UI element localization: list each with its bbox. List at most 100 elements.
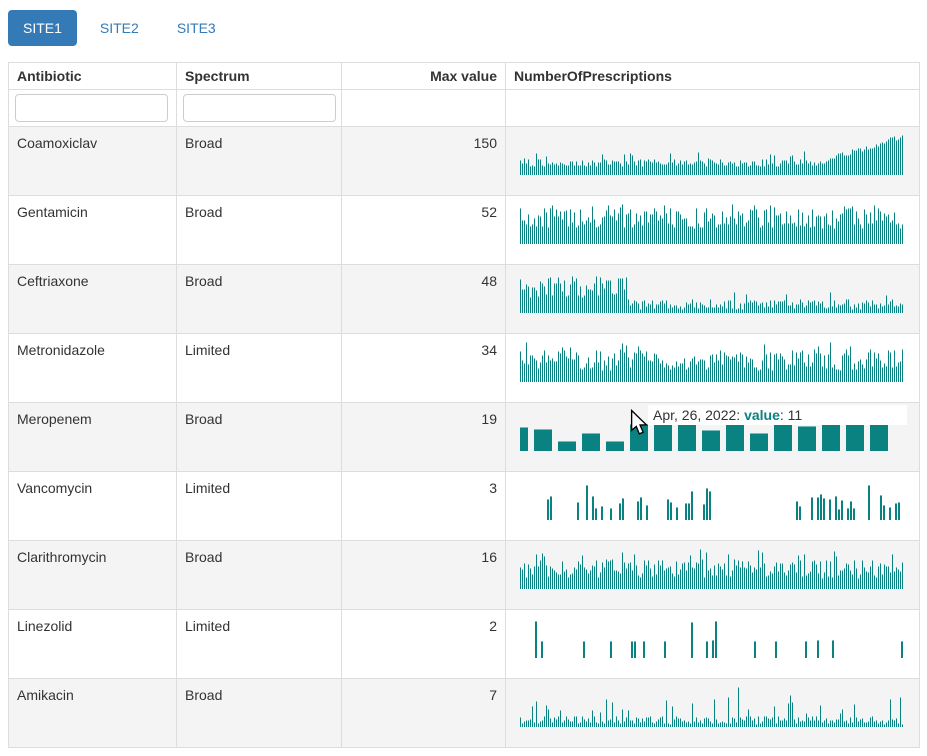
spark-bar[interactable] (766, 576, 767, 589)
spark-bar[interactable] (606, 365, 607, 382)
spark-bar[interactable] (698, 308, 699, 313)
spark-bar[interactable] (632, 359, 633, 382)
spark-bar[interactable] (618, 360, 619, 382)
spark-bar[interactable] (638, 346, 639, 382)
spark-bar[interactable] (670, 153, 671, 175)
spark-bar[interactable] (810, 227, 811, 244)
spark-bar[interactable] (880, 143, 881, 175)
spark-bar[interactable] (676, 561, 677, 589)
spark-bar[interactable] (820, 494, 822, 520)
spark-bar[interactable] (688, 226, 689, 244)
spark-bar[interactable] (560, 283, 561, 313)
spark-bar[interactable] (856, 568, 857, 589)
spark-bar[interactable] (764, 716, 765, 727)
spark-bar[interactable] (858, 303, 859, 313)
spark-bar[interactable] (654, 723, 655, 727)
spark-bar[interactable] (552, 205, 553, 244)
spark-bar[interactable] (570, 209, 571, 244)
spark-bar[interactable] (810, 302, 811, 313)
spark-bar[interactable] (558, 165, 559, 175)
spark-bar[interactable] (894, 350, 895, 382)
spark-bar[interactable] (528, 214, 529, 244)
spark-bar[interactable] (838, 719, 839, 727)
spark-bar[interactable] (566, 165, 567, 175)
spark-bar[interactable] (600, 712, 601, 727)
spark-bar[interactable] (626, 214, 627, 244)
spark-bar[interactable] (862, 560, 863, 589)
spark-bar[interactable] (712, 575, 713, 589)
spark-bar[interactable] (680, 718, 681, 727)
spark-bar[interactable] (654, 423, 672, 451)
spark-bar[interactable] (690, 555, 691, 589)
spark-bar[interactable] (826, 718, 827, 727)
spark-bar[interactable] (822, 301, 823, 313)
spark-bar[interactable] (836, 155, 837, 175)
spark-bar[interactable] (788, 223, 789, 244)
spark-bar[interactable] (624, 289, 625, 313)
spark-bar[interactable] (748, 302, 749, 313)
spark-bar[interactable] (784, 718, 785, 727)
spark-bar[interactable] (868, 721, 869, 727)
spark-bar[interactable] (610, 215, 611, 244)
spark-bar[interactable] (602, 217, 603, 244)
spark-bar[interactable] (690, 303, 691, 313)
spark-bar[interactable] (550, 566, 551, 589)
spark-bar[interactable] (642, 166, 643, 175)
spark-bar[interactable] (726, 575, 727, 589)
spark-bar[interactable] (706, 717, 707, 727)
spark-bar[interactable] (862, 302, 863, 313)
spark-bar[interactable] (640, 722, 641, 727)
spark-bar[interactable] (746, 356, 747, 382)
spark-bar[interactable] (704, 360, 705, 382)
spark-bar[interactable] (824, 720, 825, 727)
spark-bar[interactable] (524, 289, 525, 313)
spark-bar[interactable] (740, 352, 741, 382)
spark-bar[interactable] (886, 216, 887, 244)
spark-bar[interactable] (706, 641, 708, 658)
spark-bar[interactable] (724, 301, 725, 313)
prescriptions-sparkline[interactable] (520, 204, 905, 244)
spark-bar[interactable] (691, 622, 693, 658)
spark-bar[interactable] (670, 208, 671, 244)
spark-bar[interactable] (776, 215, 777, 244)
spark-bar[interactable] (880, 211, 881, 244)
spark-bar[interactable] (706, 488, 708, 520)
spark-bar[interactable] (858, 578, 859, 589)
spark-bar[interactable] (798, 164, 799, 175)
spark-bar[interactable] (734, 292, 735, 313)
spark-bar[interactable] (634, 641, 636, 658)
spark-bar[interactable] (652, 300, 653, 313)
spark-bar[interactable] (580, 165, 581, 175)
spark-bar[interactable] (560, 353, 561, 382)
spark-bar[interactable] (644, 300, 645, 313)
spark-bar[interactable] (830, 225, 831, 244)
spark-bar[interactable] (674, 227, 675, 244)
spark-bar[interactable] (866, 300, 867, 313)
spark-bar[interactable] (580, 286, 581, 313)
spark-bar[interactable] (594, 283, 595, 313)
spark-bar[interactable] (710, 299, 711, 313)
spark-bar[interactable] (670, 502, 672, 520)
spark-bar[interactable] (820, 216, 821, 244)
spark-bar[interactable] (548, 163, 549, 175)
spark-bar[interactable] (570, 347, 571, 382)
spark-bar[interactable] (750, 209, 751, 244)
spark-bar[interactable] (850, 346, 851, 382)
spark-bar[interactable] (660, 717, 661, 727)
spark-bar[interactable] (562, 219, 563, 244)
spark-bar[interactable] (660, 163, 661, 175)
spark-bar[interactable] (856, 717, 857, 727)
spark-bar[interactable] (556, 361, 557, 382)
spark-bar[interactable] (630, 720, 631, 727)
spark-bar[interactable] (584, 224, 585, 244)
spark-bar[interactable] (702, 559, 703, 589)
spark-bar[interactable] (698, 722, 699, 727)
spark-bar[interactable] (662, 164, 663, 175)
spark-bar[interactable] (618, 571, 619, 589)
spark-bar[interactable] (554, 283, 555, 313)
spark-bar[interactable] (734, 218, 735, 244)
spark-bar[interactable] (590, 222, 591, 244)
spark-bar[interactable] (820, 561, 821, 589)
spark-bar[interactable] (550, 164, 551, 175)
spark-bar[interactable] (600, 277, 601, 313)
